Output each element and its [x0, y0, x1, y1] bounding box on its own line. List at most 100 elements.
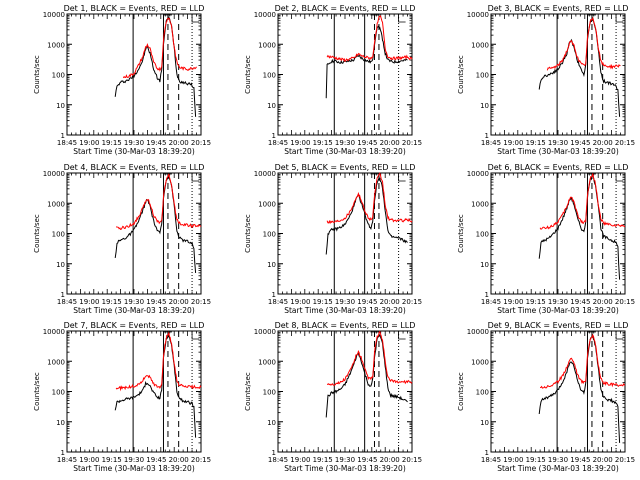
detector-panel-6: Det 6, BLACK = Events, RED = LLD 1 10 100 10…	[457, 163, 635, 315]
y-tick-label: 10	[56, 419, 65, 427]
y-axis-label: Counts/sec	[244, 372, 252, 411]
x-tick-label: 20:00	[380, 456, 400, 464]
x-tick-label: 20:15	[402, 139, 422, 147]
x-tick-label: 19:30	[548, 456, 568, 464]
y-tick-label: 1	[272, 132, 276, 140]
x-tick-label: 20:15	[191, 456, 211, 464]
lld-series-line	[326, 15, 413, 63]
x-tick-label: 19:00	[503, 456, 523, 464]
y-tick-label: 10	[480, 419, 489, 427]
y-tick-label: 10000	[43, 11, 65, 19]
detector-panel-7: Det 7, BLACK = Events, RED = LLD 1 10 100 10…	[33, 321, 211, 473]
y-tick-label: 100	[263, 389, 276, 397]
x-tick-label: 19:45	[146, 298, 166, 306]
x-tick-label: 20:15	[615, 139, 635, 147]
x-tick-label: 19:00	[503, 298, 523, 306]
x-tick-label: 20:15	[191, 139, 211, 147]
x-tick-label: 19:15	[102, 139, 122, 147]
x-axis-label: Start Time (30-Mar-03 18:39:20)	[284, 306, 406, 315]
y-axis-label: Counts/sec	[457, 214, 465, 253]
lld-series-line	[115, 331, 202, 392]
x-tick-label: 20:00	[169, 456, 189, 464]
panel-frame	[277, 172, 413, 295]
panel-title: Det 8, BLACK = Events, RED = LLD	[275, 321, 416, 330]
x-tick-label: 20:00	[593, 456, 613, 464]
interval-end-bracket-icon	[615, 15, 624, 23]
lld-series-line	[326, 330, 413, 386]
x-tick-label: 19:15	[313, 139, 333, 147]
y-tick-label: 1000	[471, 358, 489, 366]
y-tick-label: 10000	[467, 11, 489, 19]
events-series-line	[114, 16, 197, 117]
x-tick-label: 19:00	[503, 139, 523, 147]
y-tick-label: 1	[61, 291, 65, 299]
y-axis-label: Counts/sec	[244, 55, 252, 94]
x-tick-label: 20:00	[593, 298, 613, 306]
lld-series-line	[546, 16, 621, 71]
x-tick-label: 20:15	[402, 298, 422, 306]
panel-title: Det 9, BLACK = Events, RED = LLD	[488, 321, 629, 330]
detector-panel-9: Det 9, BLACK = Events, RED = LLD 1 10 100 10…	[457, 321, 635, 473]
y-tick-label: 1000	[258, 41, 276, 49]
events-series-line	[538, 174, 621, 280]
panel-title: Det 6, BLACK = Events, RED = LLD	[488, 163, 629, 172]
panel-frame	[490, 330, 626, 453]
y-tick-label: 1	[61, 449, 65, 457]
lld-series-line	[326, 172, 413, 225]
events-series-line	[538, 335, 621, 443]
y-tick-label: 1000	[47, 200, 65, 208]
x-tick-label: 19:00	[290, 298, 310, 306]
y-axis-label: Counts/sec	[33, 372, 41, 411]
y-tick-label: 1	[485, 132, 489, 140]
y-tick-label: 100	[52, 72, 65, 80]
panel-title: Det 1, BLACK = Events, RED = LLD	[64, 4, 205, 13]
x-tick-label: 18:45	[57, 298, 77, 306]
y-axis-label: Counts/sec	[457, 55, 465, 94]
x-axis-label: Start Time (30-Mar-03 18:39:20)	[497, 464, 619, 473]
y-tick-label: 1	[485, 449, 489, 457]
y-tick-label: 100	[263, 72, 276, 80]
lld-series-line	[122, 17, 197, 79]
detector-panel-1: Det 1, BLACK = Events, RED = LLD 1 10 100 10…	[33, 4, 211, 156]
x-tick-label: 19:00	[290, 456, 310, 464]
panel-frame	[277, 330, 413, 453]
y-tick-label: 10000	[43, 170, 65, 178]
x-tick-label: 19:45	[570, 456, 590, 464]
y-tick-label: 10	[267, 261, 276, 269]
x-tick-label: 19:45	[357, 139, 377, 147]
x-axis-label: Start Time (30-Mar-03 18:39:20)	[284, 147, 406, 156]
y-tick-label: 10	[56, 261, 65, 269]
x-tick-label: 19:15	[102, 298, 122, 306]
interval-end-bracket-icon	[191, 174, 200, 182]
y-tick-label: 10	[267, 419, 276, 427]
detector-panel-8: Det 8, BLACK = Events, RED = LLD 1 10 100 10…	[244, 321, 422, 473]
y-tick-label: 10	[480, 102, 489, 110]
y-tick-label: 100	[476, 231, 489, 239]
x-tick-label: 20:00	[169, 298, 189, 306]
x-tick-label: 19:15	[526, 456, 546, 464]
panel-frame	[66, 330, 202, 453]
x-tick-label: 18:45	[481, 456, 501, 464]
y-tick-label: 1000	[258, 200, 276, 208]
y-axis-label: Counts/sec	[244, 214, 252, 253]
detector-panel-5: Det 5, BLACK = Events, RED = LLD 1 10 100 10…	[244, 163, 422, 315]
y-tick-label: 10	[267, 102, 276, 110]
x-tick-label: 19:00	[79, 139, 99, 147]
x-tick-label: 19:30	[335, 139, 355, 147]
x-tick-label: 19:45	[357, 298, 377, 306]
y-tick-label: 100	[476, 389, 489, 397]
x-tick-label: 19:45	[570, 298, 590, 306]
x-tick-label: 19:00	[79, 456, 99, 464]
interval-bracket-icon	[370, 14, 379, 20]
interval-end-bracket-icon	[191, 15, 200, 23]
y-tick-label: 100	[263, 231, 276, 239]
y-tick-label: 1	[272, 291, 276, 299]
x-axis-label: Start Time (30-Mar-03 18:39:20)	[497, 306, 619, 315]
interval-bracket-icon	[370, 331, 379, 337]
x-tick-label: 19:45	[570, 139, 590, 147]
x-tick-label: 20:00	[169, 139, 189, 147]
x-tick-label: 18:45	[268, 298, 288, 306]
x-tick-label: 18:45	[481, 298, 501, 306]
x-tick-label: 20:00	[380, 139, 400, 147]
y-tick-label: 100	[52, 389, 65, 397]
